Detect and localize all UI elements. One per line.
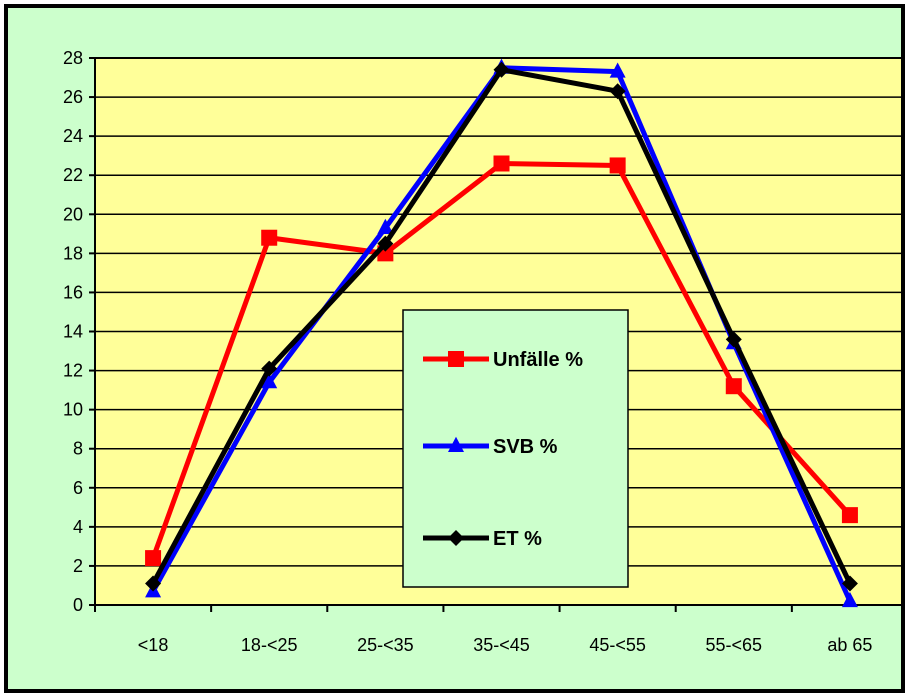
data-point — [493, 155, 510, 172]
legend-item-svb: SVB % — [423, 436, 558, 458]
y-tick-label: 14 — [63, 322, 83, 342]
data-point — [377, 235, 394, 252]
data-point — [493, 61, 510, 78]
y-tick-label: 6 — [73, 478, 83, 498]
data-point — [609, 62, 626, 78]
x-tick-label: 55-<65 — [706, 635, 763, 655]
x-tick-label: ab 65 — [827, 635, 872, 655]
data-point — [261, 360, 278, 377]
legend-label: Unfälle % — [493, 349, 583, 371]
x-tick-label: 18-<25 — [241, 635, 298, 655]
data-point — [261, 229, 278, 246]
y-tick-label: 8 — [73, 439, 83, 459]
y-tick-label: 22 — [63, 165, 83, 185]
y-tick-label: 20 — [63, 204, 83, 224]
data-point — [725, 378, 742, 395]
x-tick-label: 45-<55 — [589, 635, 646, 655]
series-et — [145, 61, 858, 592]
x-tick-label: <18 — [138, 635, 169, 655]
y-tick-label: 18 — [63, 243, 83, 263]
data-point — [841, 507, 858, 524]
data-point — [725, 331, 742, 348]
series-lines — [145, 58, 858, 608]
y-tick-label: 10 — [63, 400, 83, 420]
legend-swatch-marker — [448, 351, 464, 367]
series-unf-lle — [145, 155, 858, 567]
data-point — [609, 157, 626, 174]
legend-item-unf-lle: Unfälle % — [423, 349, 583, 371]
x-tick-label: 35-<45 — [473, 635, 530, 655]
data-point — [145, 550, 162, 567]
data-point — [377, 218, 394, 234]
y-tick-label: 12 — [63, 361, 83, 381]
chart-frame: 0 2 4 6 8 10 12 14 16 18 20 22 24 26 28 <18 18-<25 25-<35… — [4, 4, 905, 693]
legend-swatch-marker — [448, 436, 464, 452]
legend-label: ET % — [493, 528, 542, 550]
y-tick-label: 2 — [73, 556, 83, 576]
y-tick-label: 24 — [63, 126, 83, 146]
y-tick-label: 4 — [73, 517, 83, 537]
legend-swatch-marker — [448, 530, 464, 546]
data-point — [145, 575, 162, 592]
data-point — [261, 373, 278, 389]
data-point — [609, 83, 626, 100]
data-point — [841, 591, 858, 608]
y-tick-label: 16 — [63, 282, 83, 302]
legend: Unfälle % SVB % ET % — [402, 309, 629, 588]
legend-label: SVB % — [493, 436, 558, 458]
x-tick-label: 25-<35 — [357, 635, 414, 655]
y-tick-label: 0 — [73, 595, 83, 615]
y-tick-label: 28 — [63, 48, 83, 68]
legend-item-et: ET % — [423, 528, 542, 550]
y-tick-label: 26 — [63, 87, 83, 107]
data-point — [841, 575, 858, 592]
